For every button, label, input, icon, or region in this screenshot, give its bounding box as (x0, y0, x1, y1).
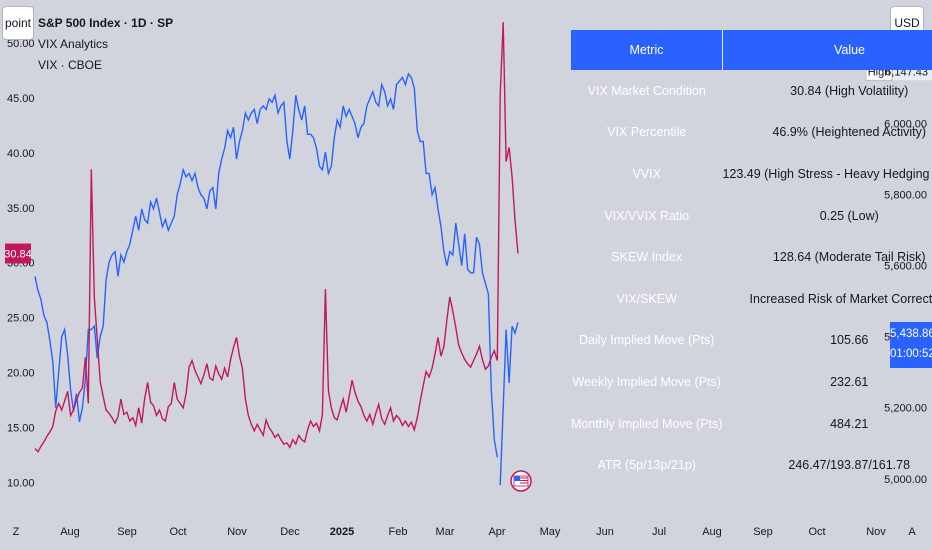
time-tick-label: Jun (596, 526, 614, 538)
metric-cell: VIX/VVIX Ratio (604, 208, 690, 223)
time-tick-label: A (908, 526, 916, 538)
left-tick-label: 35.00 (7, 203, 35, 215)
time-tick-label: Mar (436, 526, 455, 538)
time-tick-label: Nov (866, 526, 886, 538)
last-price-tag: 5,438.86 01:00:52 (890, 322, 932, 368)
time-tick-label: Aug (60, 526, 80, 538)
value-cell: 30.84 (High Volatility) (790, 83, 909, 98)
metrics-table: Metric Value VIX Market Condition 30.84 (… (571, 30, 932, 486)
table-row: Daily Implied Move (Pts) 105.66 (571, 320, 932, 362)
right-tick-label: 5,000.00 (884, 474, 927, 486)
time-tick-label: Oct (808, 526, 825, 538)
vix-source-label[interactable]: VIX · CBOE (38, 58, 103, 72)
table-row: SKEW Index 128.64 (Moderate Tail Risk) (571, 236, 932, 278)
time-axis: Z Aug Sep Oct Nov Dec 2025 Feb Mar Apr May Jun Jul Au… (13, 526, 917, 538)
time-tick-label: Feb (389, 526, 408, 538)
vix-current-value: 30.84 (4, 249, 32, 261)
time-tick-label: May (540, 526, 561, 538)
left-tick-label: 40.00 (7, 148, 35, 160)
table-row: ATR (5p/13p/21p) 246.47/193.87/161.78 (571, 444, 932, 486)
right-tick-label: 5,600.00 (884, 261, 927, 273)
right-tick-label: 5,200.00 (884, 403, 927, 415)
table-row: Monthly Implied Move (Pts) 484.21 (571, 403, 932, 445)
us-flag-icon[interactable] (510, 470, 532, 492)
metric-cell: Weekly Implied Move (Pts) (572, 374, 721, 389)
time-tick-label: Nov (227, 526, 247, 538)
chart-legend: S&P 500 Index · 1D · SP VIX Analytics VI… (38, 13, 173, 76)
left-tick-label: 10.00 (7, 478, 35, 490)
symbol-title[interactable]: S&P 500 Index · 1D · SP (38, 16, 174, 30)
value-cell: 0.25 (Low) (819, 208, 879, 223)
time-tick-label: Jul (652, 526, 666, 538)
time-tick-label: Aug (702, 526, 722, 538)
metric-header: Metric (571, 30, 723, 70)
value-cell: 105.66 (830, 333, 869, 348)
metric-cell: Monthly Implied Move (Pts) (571, 416, 723, 431)
table-row: Weekly Implied Move (Pts) 232.61 (571, 361, 932, 403)
value-cell: 46.9% (Heightened Activity) (772, 125, 927, 140)
left-axis: 10.0015.0020.0025.0030.0035.0040.0045.00… (7, 38, 35, 490)
time-tick-label: Sep (117, 526, 137, 538)
bar-countdown: 01:00:52 (890, 348, 932, 360)
time-tick-label: Apr (488, 526, 505, 538)
metric-cell: VIX Market Condition (587, 83, 706, 98)
vix-current-tag: 30.84 (4, 243, 32, 264)
table-row: VIX Percentile 46.9% (Heightened Activity… (571, 112, 932, 154)
point-button[interactable]: point (2, 6, 34, 40)
value-header: Value (722, 30, 932, 70)
metric-cell: VIX/SKEW (616, 291, 677, 306)
last-price: 5,438.86 (890, 328, 932, 340)
table-row: VIX/SKEW Increased Risk of Market Correct… (571, 278, 932, 320)
value-cell: 128.64 (Moderate Tail Risk) (772, 250, 926, 265)
time-tick-label: Sep (753, 526, 773, 538)
time-tick-label: 2025 (330, 526, 354, 538)
metric-cell: SKEW Index (611, 250, 683, 265)
metric-cell: ATR (5p/13p/21p) (597, 458, 696, 473)
value-cell: 232.61 (830, 374, 869, 389)
value-cell: 123.49 (High Stress - Heavy Hedging Acti… (722, 166, 932, 181)
value-cell: Increased Risk of Market Correction (749, 291, 932, 306)
left-tick-label: 45.00 (7, 93, 35, 105)
vix-series-line (34, 22, 519, 454)
metric-cell: VVIX (632, 166, 661, 181)
left-tick-label: 25.00 (7, 313, 35, 325)
table-row: VIX/VVIX Ratio 0.25 (Low) (571, 195, 932, 237)
value-cell: 484.21 (830, 416, 869, 431)
right-tick-label: 6,000.00 (884, 119, 927, 131)
left-tick-label: 20.00 (7, 368, 35, 380)
value-cell: 246.47/193.87/161.78 (788, 458, 911, 473)
time-tick-label: Dec (280, 526, 300, 538)
spx-series-line (34, 72, 519, 486)
time-tick-label: Oct (169, 526, 186, 538)
left-tick-label: 50.00 (7, 38, 35, 50)
indicator-name[interactable]: VIX Analytics (38, 37, 109, 51)
left-tick-label: 15.00 (7, 423, 35, 435)
metric-cell: Daily Implied Move (Pts) (578, 333, 715, 348)
table-row: VIX Market Condition 30.84 (High Volatili… (571, 70, 932, 112)
time-tick-label: Z (13, 526, 20, 538)
right-tick-label: 5,800.00 (884, 190, 927, 202)
metric-cell: VIX Percentile (607, 125, 687, 140)
table-row: VVIX 123.49 (High Stress - Heavy Hedging … (571, 153, 932, 195)
